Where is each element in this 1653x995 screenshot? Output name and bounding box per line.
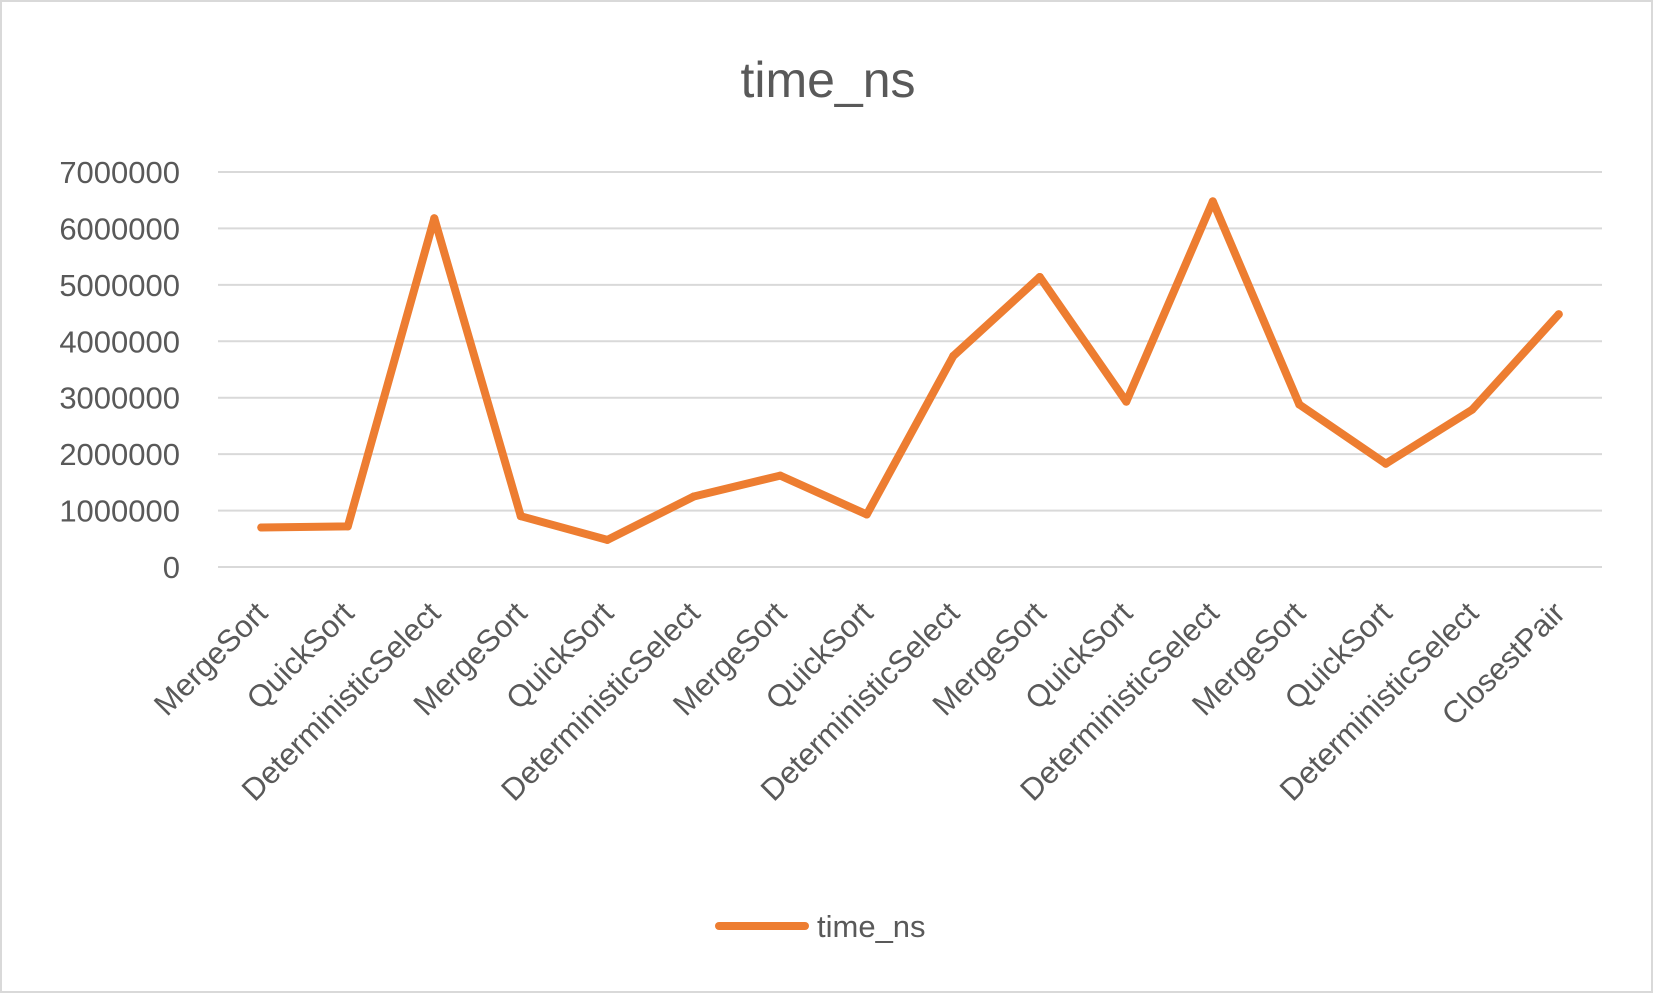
data-point — [949, 351, 958, 360]
series-layer — [257, 197, 1563, 544]
data-point — [1468, 405, 1477, 414]
data-point — [257, 523, 266, 532]
y-tick-label: 6000000 — [59, 211, 180, 246]
y-axis-ticks: 0 1000000 2000000 3000000 4000000 5000000 6000… — [59, 155, 180, 585]
y-tick-label: 4000000 — [59, 324, 180, 359]
data-point — [1208, 197, 1217, 206]
data-point — [689, 492, 698, 501]
data-point — [430, 214, 439, 223]
legend: time_ns — [715, 909, 926, 944]
gridlines — [218, 171, 1602, 568]
data-point — [1381, 459, 1390, 468]
y-tick-label: 1000000 — [59, 494, 180, 529]
y-tick-label: 3000000 — [59, 381, 180, 416]
y-tick-label: 7000000 — [59, 155, 180, 190]
data-point — [1295, 400, 1304, 409]
data-point — [1554, 310, 1563, 319]
x-axis-ticks: MergeSortQuickSortDeterministicSelectMer… — [147, 595, 1572, 808]
y-tick-label: 5000000 — [59, 268, 180, 303]
data-point — [603, 535, 612, 544]
data-point — [776, 471, 785, 480]
y-tick-label: 2000000 — [59, 437, 180, 472]
data-point — [343, 522, 352, 531]
y-tick-label: 0 — [163, 550, 180, 585]
legend-label-time-ns: time_ns — [817, 909, 926, 944]
data-point — [1122, 397, 1131, 406]
chart-title: time_ns — [740, 52, 915, 108]
series-line — [257, 197, 1563, 544]
data-point — [862, 510, 871, 519]
data-point — [1035, 272, 1044, 281]
data-point — [516, 512, 525, 521]
